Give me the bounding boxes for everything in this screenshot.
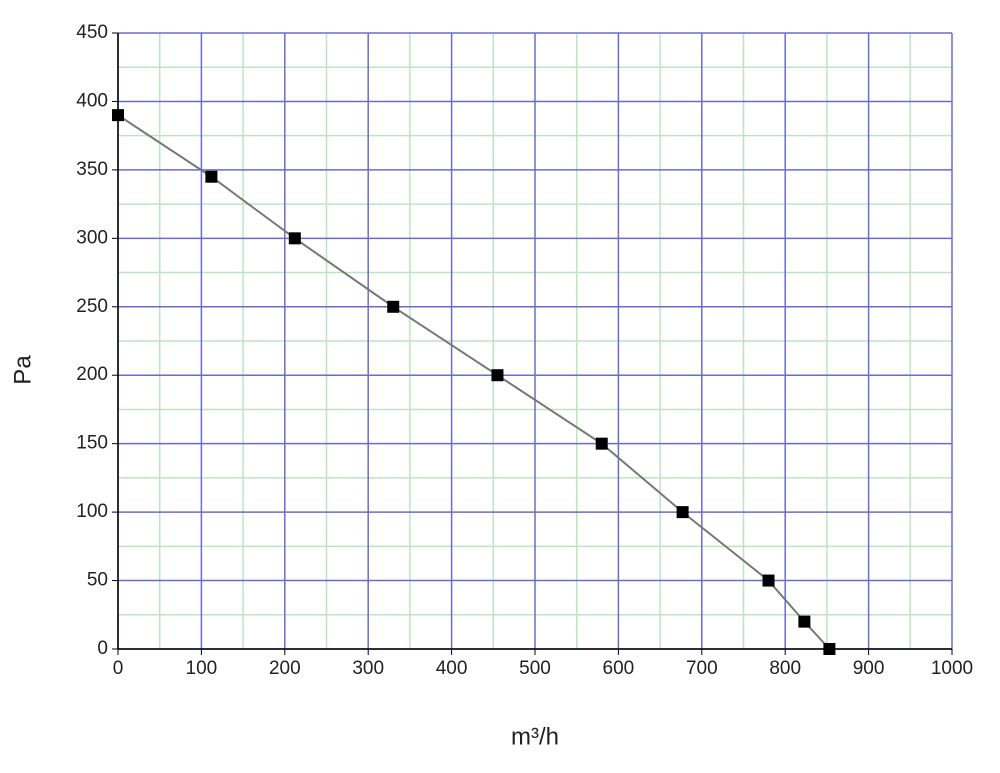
x-tick-label: 800 bbox=[769, 658, 801, 679]
data-point bbox=[823, 643, 836, 655]
data-point bbox=[288, 232, 301, 245]
y-tick-label: 0 bbox=[97, 638, 108, 659]
x-tick-label: 1000 bbox=[931, 658, 973, 679]
x-tick-label: 700 bbox=[686, 658, 718, 679]
y-tick-label: 400 bbox=[76, 90, 108, 111]
x-tick-label: 200 bbox=[269, 658, 301, 679]
x-tick-label: 500 bbox=[519, 658, 551, 679]
y-tick-label: 300 bbox=[76, 227, 108, 248]
data-line bbox=[117, 114, 831, 650]
y-tick-label: 50 bbox=[87, 570, 108, 591]
x-tick-label: 0 bbox=[113, 658, 124, 679]
x-axis-title: m³/h bbox=[511, 723, 559, 750]
data-point bbox=[595, 437, 608, 450]
data-point bbox=[205, 170, 218, 183]
y-tick-label: 150 bbox=[76, 433, 108, 454]
y-tick-label: 450 bbox=[76, 22, 108, 43]
data-point bbox=[762, 574, 775, 587]
data-point bbox=[387, 300, 400, 313]
x-tick-label: 300 bbox=[352, 658, 384, 679]
y-tick-label: 100 bbox=[76, 501, 108, 522]
x-tick-label: 900 bbox=[853, 658, 885, 679]
y-tick-label: 200 bbox=[76, 364, 108, 385]
y-axis-title: Pa bbox=[9, 355, 36, 385]
data-point bbox=[112, 109, 124, 122]
x-tick-label: 100 bbox=[186, 658, 218, 679]
x-tick-label: 400 bbox=[436, 658, 468, 679]
data-point bbox=[676, 506, 689, 519]
y-tick-label: 250 bbox=[76, 296, 108, 317]
x-tick-label: 600 bbox=[603, 658, 635, 679]
data-point bbox=[491, 369, 504, 382]
y-tick-label: 350 bbox=[76, 159, 108, 180]
data-point bbox=[798, 615, 811, 628]
